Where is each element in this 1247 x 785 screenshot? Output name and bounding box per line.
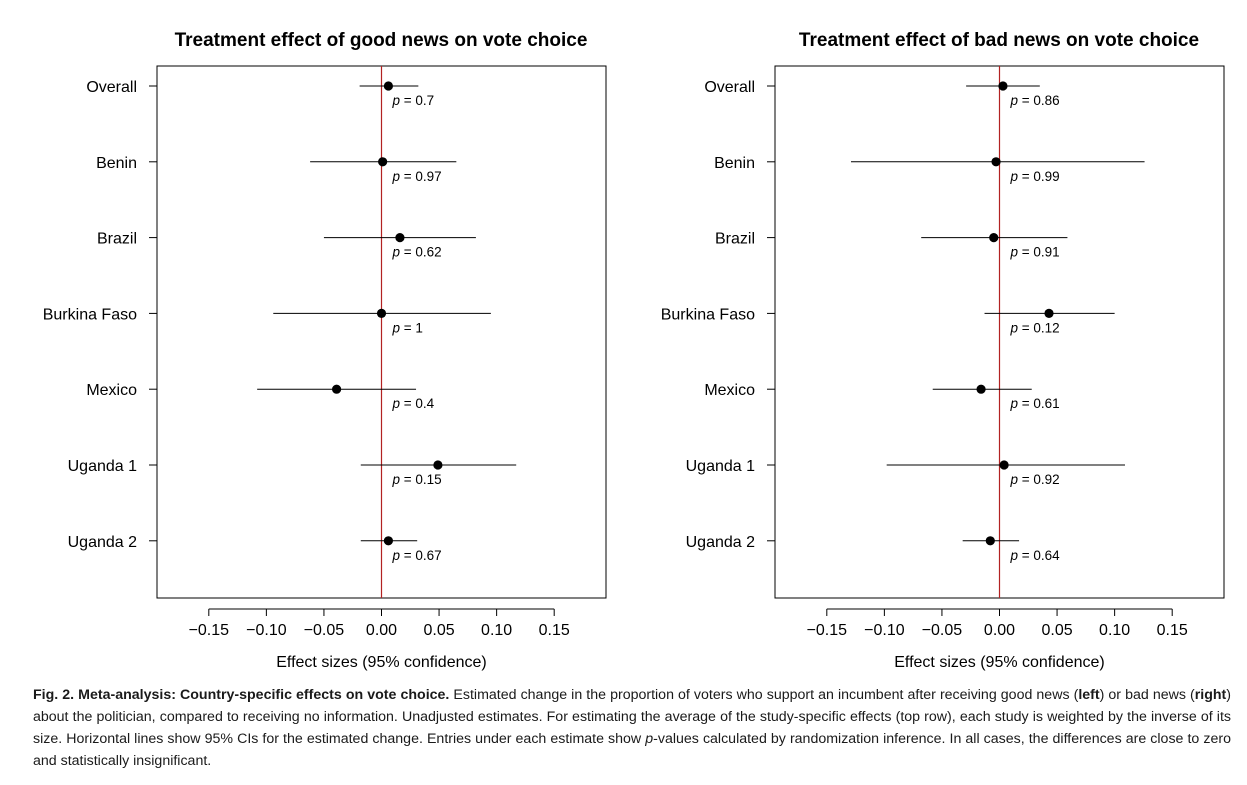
point-estimate: [976, 384, 986, 394]
point-estimate: [991, 157, 1001, 167]
x-tick-label: 0.15: [1157, 622, 1188, 639]
p-value-label: p = 0.62: [392, 245, 442, 260]
caption-label: Fig. 2. Meta-analysis: Country-specific …: [33, 687, 450, 703]
point-estimate: [395, 233, 405, 243]
y-category-label: Overall: [86, 79, 137, 96]
caption-text-3: ) about the politician, compared to rece…: [33, 687, 1231, 747]
x-axis-label: Effect sizes (95% confidence): [276, 654, 486, 671]
y-category-label: Benin: [714, 155, 755, 172]
p-value-label: p = 1: [392, 320, 423, 335]
x-tick-label: 0.00: [984, 622, 1015, 639]
x-tick-label: −0.05: [304, 622, 345, 639]
p-value-label: p = 0.67: [392, 548, 442, 563]
p-value-label: p = 0.64: [1010, 548, 1061, 563]
x-tick-label: 0.10: [481, 622, 512, 639]
x-tick-label: 0.10: [1099, 622, 1130, 639]
caption-left: left: [1078, 687, 1100, 703]
y-category-label: Brazil: [715, 231, 755, 248]
p-value-label: p = 0.91: [1010, 245, 1060, 260]
x-tick-label: −0.10: [864, 622, 905, 639]
x-tick-label: −0.15: [807, 622, 848, 639]
figure-caption: Fig. 2. Meta-analysis: Country-specific …: [33, 684, 1231, 772]
point-estimate: [332, 384, 342, 394]
point-estimate: [989, 233, 999, 243]
p-value-label: p = 0.99: [1010, 169, 1060, 184]
chart-title: Treatment effect of good news on vote ch…: [175, 30, 588, 51]
chart-title: Treatment effect of bad news on vote cho…: [799, 30, 1199, 51]
p-value-label: p = 0.92: [1010, 472, 1060, 487]
p-value-label: p = 0.61: [1010, 396, 1060, 411]
caption-text-1: Estimated change in the proportion of vo…: [449, 687, 1079, 703]
point-estimate: [433, 460, 443, 470]
y-category-label: Mexico: [86, 382, 137, 399]
caption-right: right: [1194, 687, 1227, 703]
x-tick-label: 0.00: [366, 622, 397, 639]
p-value-label: p = 0.4: [392, 396, 435, 411]
p-value-label: p = 0.97: [392, 169, 442, 184]
y-category-label: Brazil: [97, 231, 137, 248]
y-category-label: Uganda 2: [68, 534, 137, 551]
p-value-label: p = 0.15: [392, 472, 442, 487]
point-estimate: [985, 536, 995, 546]
y-category-label: Burkina Faso: [661, 306, 755, 323]
y-category-label: Uganda 1: [686, 458, 755, 475]
caption-p-italic: p: [645, 731, 654, 747]
figure-canvas: Treatment effect of good news on vote ch…: [43, 30, 1225, 671]
y-category-label: Uganda 1: [68, 458, 137, 475]
x-tick-label: −0.15: [189, 622, 230, 639]
p-value-label: p = 0.86: [1010, 93, 1060, 108]
y-category-label: Burkina Faso: [43, 306, 137, 323]
point-estimate: [383, 536, 394, 546]
x-axis-label: Effect sizes (95% confidence): [894, 654, 1104, 671]
point-estimate: [376, 308, 387, 318]
y-category-label: Mexico: [704, 382, 755, 399]
point-estimate: [998, 81, 1008, 91]
y-category-label: Overall: [704, 79, 755, 96]
x-tick-label: −0.05: [922, 622, 963, 639]
caption-text-4: -values calculated by randomization infe…: [33, 731, 1231, 769]
y-category-label: Benin: [96, 155, 137, 172]
point-estimate: [378, 157, 388, 167]
x-tick-label: −0.10: [246, 622, 287, 639]
y-category-label: Uganda 2: [686, 534, 755, 551]
p-value-label: p = 0.12: [1010, 320, 1060, 335]
x-tick-label: 0.05: [423, 622, 454, 639]
point-estimate: [1044, 308, 1054, 318]
point-estimate: [383, 81, 394, 91]
p-value-label: p = 0.7: [392, 93, 435, 108]
point-estimate: [999, 460, 1009, 470]
x-tick-label: 0.15: [539, 622, 570, 639]
caption-text-2: ) or bad news (: [1099, 687, 1195, 703]
x-tick-label: 0.05: [1041, 622, 1072, 639]
